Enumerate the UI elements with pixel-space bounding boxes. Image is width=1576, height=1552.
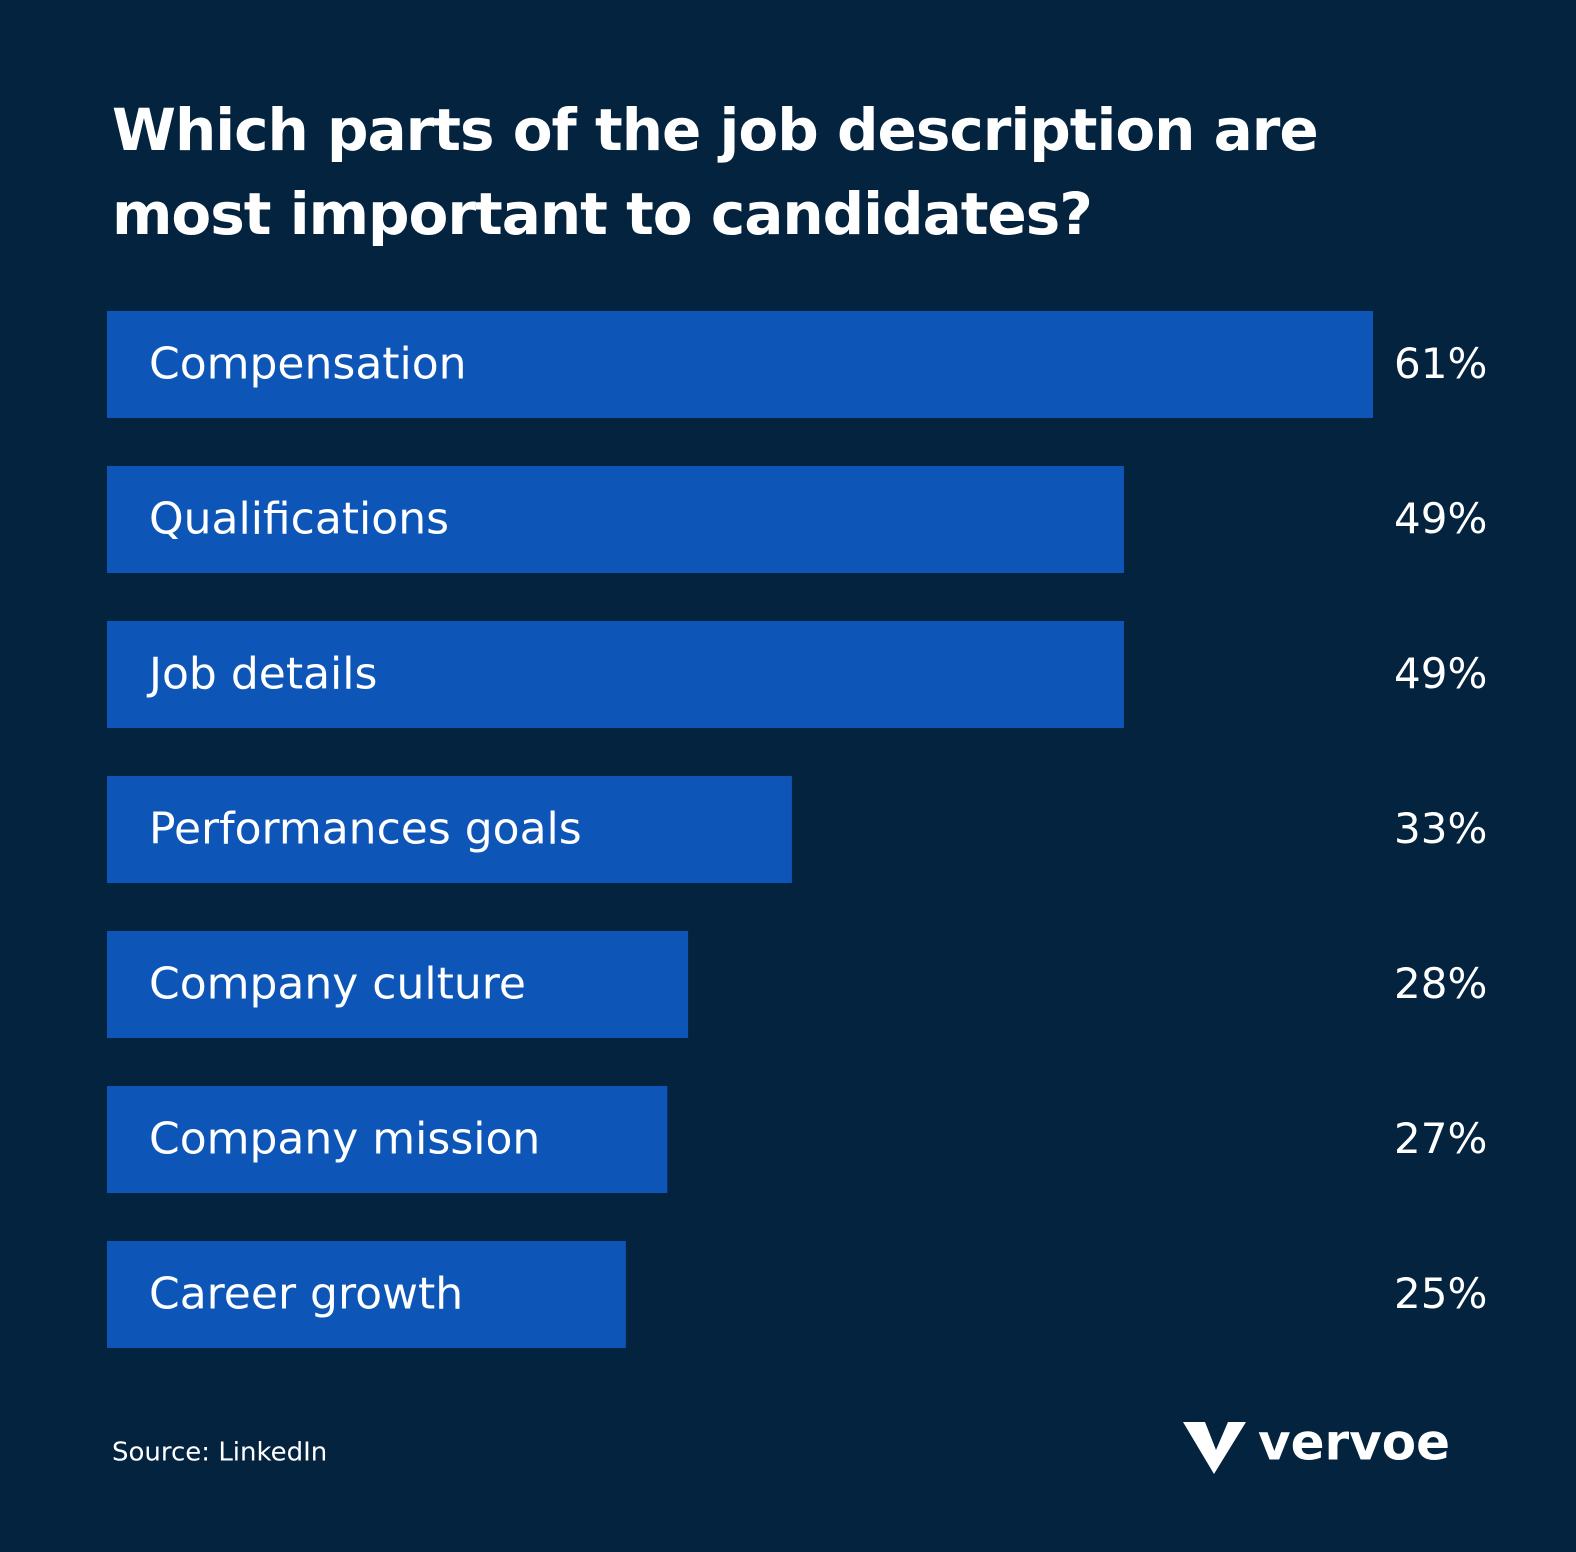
category-label: Company mission <box>149 1114 540 1165</box>
value-label: 33% <box>1394 804 1487 853</box>
logo-text: vervoe <box>1258 1414 1450 1472</box>
category-label: Company culture <box>149 959 526 1010</box>
category-label: Compensation <box>149 339 467 390</box>
value-label: 61% <box>1394 339 1487 388</box>
category-label: Performances goals <box>149 804 582 855</box>
bar <box>107 931 689 1038</box>
bar <box>107 311 1373 418</box>
chart-title: Which parts of the job description are m… <box>112 96 1319 248</box>
value-label: 25% <box>1394 1269 1487 1318</box>
logo-mark <box>1183 1422 1246 1474</box>
bar <box>107 1241 626 1348</box>
bar <box>107 776 792 883</box>
value-label: 49% <box>1394 649 1487 698</box>
bar <box>107 466 1124 573</box>
value-label: 28% <box>1394 959 1487 1008</box>
bar <box>107 1086 668 1193</box>
value-label: 27% <box>1394 1114 1487 1163</box>
category-label: Qualifications <box>149 494 449 545</box>
source-note: Source: LinkedIn <box>112 1438 327 1468</box>
bar <box>107 621 1124 728</box>
category-label: Job details <box>146 649 377 700</box>
value-label: 49% <box>1394 494 1487 543</box>
category-label: Career growth <box>149 1269 463 1320</box>
